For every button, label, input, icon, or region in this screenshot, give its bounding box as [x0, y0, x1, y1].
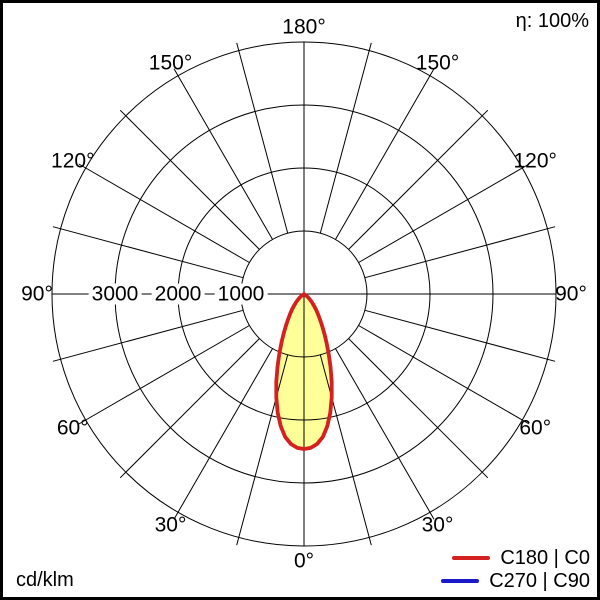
- radial-line-135: [348, 109, 489, 250]
- legend-item-c90: C270 | C90: [441, 570, 590, 592]
- unit-label: cd/klm: [16, 569, 74, 591]
- ring-label-1000: 1000: [214, 283, 268, 305]
- legend-item-c0: C180 | C0: [441, 547, 590, 569]
- radial-line-285: [52, 309, 244, 362]
- radial-line-195: [236, 42, 289, 234]
- legend-label-c0: C180 | C0: [500, 546, 590, 569]
- c0-curve: [274, 292, 334, 451]
- radial-line-315: [119, 338, 260, 479]
- radial-line-255: [52, 226, 244, 279]
- angle-label-right-150: 150°: [415, 51, 460, 75]
- ring-label-2000: 2000: [151, 283, 205, 305]
- angle-label-right-90: 90°: [555, 282, 587, 306]
- radial-line-45: [348, 338, 489, 479]
- angle-label-left-90: 90°: [21, 282, 53, 306]
- legend-label-c90: C270 | C90: [489, 569, 590, 592]
- angle-label-0: 0°: [293, 549, 315, 573]
- angle-label-180: 180°: [282, 15, 326, 39]
- ring-label-3000: 3000: [88, 283, 142, 305]
- radial-line-210: [173, 68, 273, 240]
- radial-line-240: [78, 163, 250, 263]
- radial-line-300: [78, 325, 250, 425]
- angle-label-left-60: 60°: [56, 416, 89, 439]
- radial-line-225: [119, 109, 260, 250]
- c90-line-swatch: [441, 579, 480, 583]
- radial-line-30: [335, 348, 435, 520]
- polar-chart: [51, 41, 557, 547]
- angle-label-right-60: 60°: [519, 416, 552, 439]
- c0-line-swatch: [452, 556, 491, 560]
- radial-line-150: [335, 68, 435, 240]
- angle-label-left-120: 120°: [51, 149, 95, 172]
- angle-label-left-30: 30°: [154, 513, 187, 537]
- legend: C180 | C0 C270 | C90: [441, 547, 590, 592]
- radial-line-105: [364, 226, 556, 279]
- efficiency-label: η: 100%: [515, 10, 589, 32]
- angle-label-left-150: 150°: [148, 51, 193, 75]
- radial-line-15: [319, 354, 372, 546]
- radial-line-345: [236, 354, 289, 546]
- radial-line-75: [364, 309, 556, 362]
- radial-line-120: [358, 163, 530, 263]
- angle-label-right-120: 120°: [513, 149, 557, 172]
- radial-line-330: [173, 348, 273, 520]
- angle-label-right-30: 30°: [421, 513, 454, 537]
- radial-line-165: [319, 42, 372, 234]
- radial-line-60: [358, 325, 530, 425]
